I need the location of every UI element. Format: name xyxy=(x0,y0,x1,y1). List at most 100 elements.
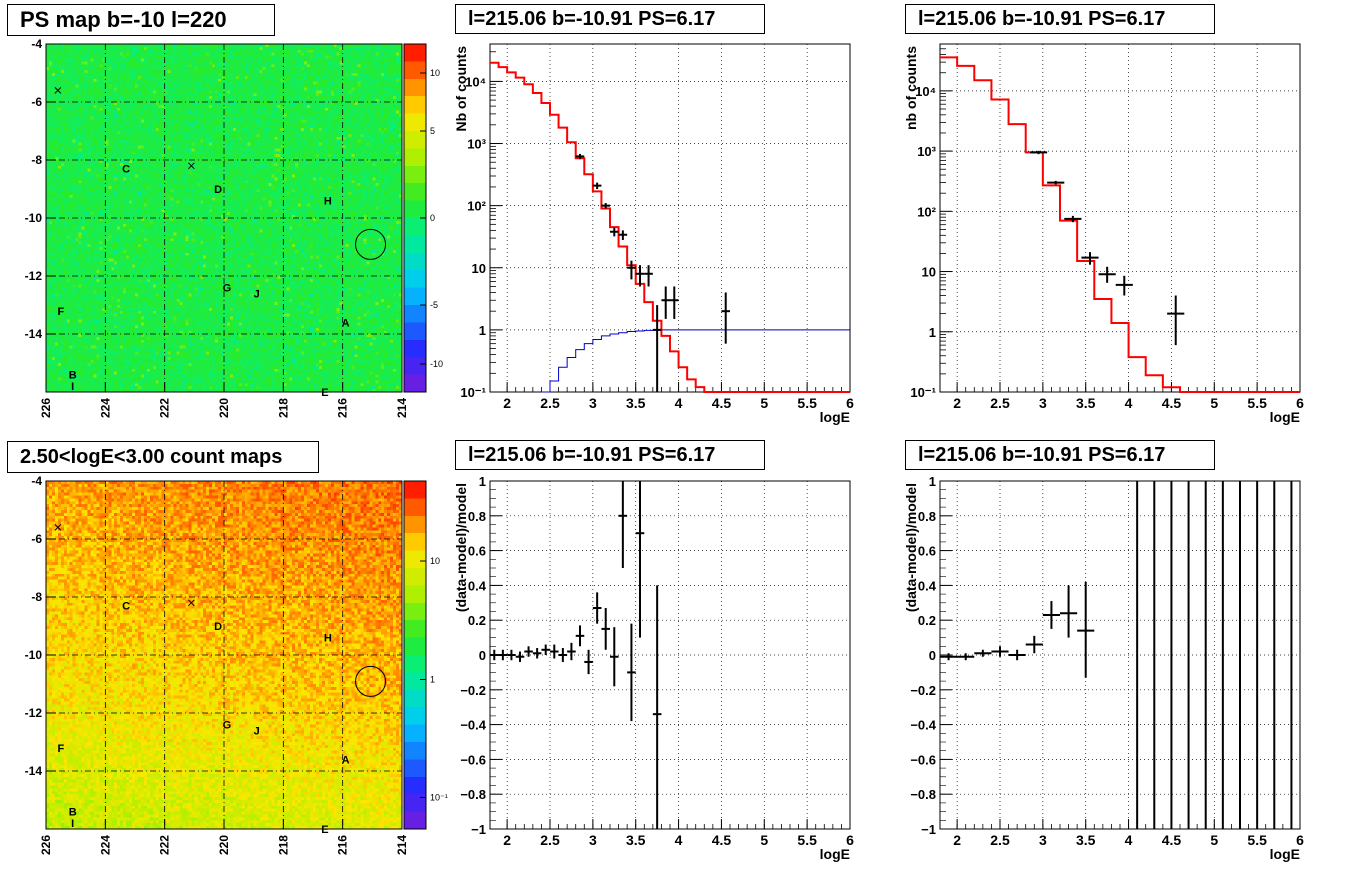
res_left-ytick-label: −0.8 xyxy=(460,787,486,802)
res_left-ytick-label: −0.2 xyxy=(460,683,486,698)
ps_map-source-label: A xyxy=(342,317,350,329)
count_map-cells xyxy=(46,481,403,830)
spec_left-data-point xyxy=(635,265,645,287)
ps_map-source-label: B xyxy=(69,370,77,382)
res_left-data-point xyxy=(498,649,508,661)
res_left-data-point xyxy=(515,651,525,662)
spec_right-ytick-label: 10³ xyxy=(917,144,936,159)
count_map-colorbar-label: 10⁻¹ xyxy=(430,793,448,803)
spec_left-ytick-label: 10 xyxy=(472,261,486,276)
count_map-ytick-label: -12 xyxy=(25,706,43,720)
count_map-source-label: F xyxy=(57,743,64,755)
ps_map-xtick-label: 222 xyxy=(158,398,172,418)
ps_map-source-circle xyxy=(355,228,387,260)
spec_left-ytick-label: 10³ xyxy=(467,137,486,152)
spec_right-ytick-label: 10² xyxy=(917,204,936,219)
ps_map-xtick-label: 218 xyxy=(276,398,290,418)
count_map-source-circle xyxy=(355,665,387,697)
spec_left-data-point xyxy=(644,265,653,287)
res_left-data-point xyxy=(652,585,662,829)
spec_left-xtick-label: 3 xyxy=(589,395,597,411)
spec_left-xtick-label: 5 xyxy=(760,395,768,411)
ps_map-cells xyxy=(46,44,403,393)
res_right-ytick-label: 0.2 xyxy=(918,613,936,628)
res_right-ytick-label: 0.8 xyxy=(918,509,936,524)
ps_map-colorbar-label: -5 xyxy=(430,300,438,310)
count_map-ytick-label: -8 xyxy=(31,590,42,604)
ps_map-ytick-label: -14 xyxy=(25,327,43,341)
res_right-data-point xyxy=(940,653,958,661)
spec_right-xtick-label: 4.5 xyxy=(1162,395,1182,411)
ps_map-colorbar xyxy=(403,43,427,393)
res_left-data-point xyxy=(532,648,542,659)
ps_map-xtick-label: 216 xyxy=(336,398,350,418)
ps_map-source-label: I xyxy=(71,381,74,393)
spec_left-xlabel: logE xyxy=(820,409,850,425)
res_left-data-point xyxy=(567,642,576,661)
res_right-ytick-label: −0.8 xyxy=(910,787,936,802)
res_right-ytick-label: 0.4 xyxy=(918,578,937,593)
res_left-ytick-label: 0.8 xyxy=(468,509,486,524)
res_right-xlabel: logE xyxy=(1270,846,1300,862)
spec_left-model-line xyxy=(490,61,850,393)
ps_map-source-label: E xyxy=(321,387,328,399)
ps_map-cross-marker xyxy=(54,87,62,94)
spec_right-xtick-label: 5.5 xyxy=(1247,395,1267,411)
spec_left-ytick-label: 10² xyxy=(467,199,486,214)
count_map-xtick-label: 220 xyxy=(217,835,231,855)
ps_map-source-label: D xyxy=(214,184,222,196)
spectrum-right-title: l=215.06 b=-10.91 PS=6.17 xyxy=(905,4,1215,34)
res_right-data-point xyxy=(1025,635,1043,654)
spec_left-xtick-label: 3.5 xyxy=(626,395,646,411)
res_left-ytick-label: 0.4 xyxy=(468,578,487,593)
count_map-xtick-label: 226 xyxy=(39,835,53,855)
res_right-xtick-label: 5 xyxy=(1210,832,1218,848)
spec_left-data-point xyxy=(661,286,670,319)
ps_map-source-label: C xyxy=(122,164,130,176)
res_right-data-point xyxy=(1008,649,1026,661)
spec_right-data-point xyxy=(1081,252,1099,265)
res_right-ytick-label: −1 xyxy=(921,822,936,837)
res_right-ytick-label: −0.4 xyxy=(910,718,936,733)
ps_map-colorbar-label: 0 xyxy=(430,213,435,223)
count_map-source-label: D xyxy=(214,621,222,633)
res_left-xtick-label: 3.5 xyxy=(626,832,646,848)
count_map-cross-marker xyxy=(188,599,195,607)
res_left-panel: 2 2.5 3 3.5 4 4.5 5 5.5 6 −1 −0.8 −0.6 −0.4 −0.2 0 0.2 0… xyxy=(453,474,854,862)
res_right-xtick-label: 4 xyxy=(1125,832,1133,848)
count_map-source-label: C xyxy=(122,601,130,613)
res_right-ytick-label: 0 xyxy=(929,648,936,663)
res_left-ytick-label: −0.6 xyxy=(460,752,486,767)
spec_right-data-point xyxy=(1030,150,1048,155)
spec_left-xtick-label: 6 xyxy=(846,395,854,411)
count_map-ytick-label: -6 xyxy=(31,532,42,546)
spec_left-ytick-label: 10⁻¹ xyxy=(460,385,486,400)
res_left-xtick-label: 6 xyxy=(846,832,854,848)
res_left-ylabel: (data-model)/model xyxy=(453,483,469,612)
res_right-data-point xyxy=(1060,585,1078,638)
count_map-ytick-label: -14 xyxy=(25,764,43,778)
res_left-xtick-label: 2.5 xyxy=(540,832,560,848)
spec_left-data-point xyxy=(652,305,662,392)
spec_right-ytick-label: 10⁴ xyxy=(915,84,936,99)
res_right-ylabel: (data-model)/model xyxy=(903,483,919,612)
residual-left-title: l=215.06 b=-10.91 PS=6.17 xyxy=(455,440,765,470)
res_left-ytick-label: −1 xyxy=(471,822,486,837)
spec_right-data-point xyxy=(1115,275,1133,296)
spec_left-blue-curve xyxy=(541,329,850,393)
spec_right-data-point xyxy=(1064,215,1082,223)
ps_map-xtick-label: 214 xyxy=(395,398,409,418)
res_left-xtick-label: 2 xyxy=(503,832,511,848)
spec_left-data-point xyxy=(627,260,636,280)
spec_left-data-point xyxy=(601,203,610,209)
spec_right-frame xyxy=(939,43,1301,393)
res_left-data-point xyxy=(610,627,619,687)
ps_map-ytick-label: -8 xyxy=(31,153,42,167)
res_left-data-point xyxy=(584,649,593,675)
spec_right-xtick-label: 2.5 xyxy=(990,395,1010,411)
ps_map-colorbar-label: 10 xyxy=(430,68,440,78)
spec_left-data-point xyxy=(618,230,628,240)
ps_map-xtick-label: 220 xyxy=(217,398,231,418)
spec_right-data-point xyxy=(1167,295,1185,346)
